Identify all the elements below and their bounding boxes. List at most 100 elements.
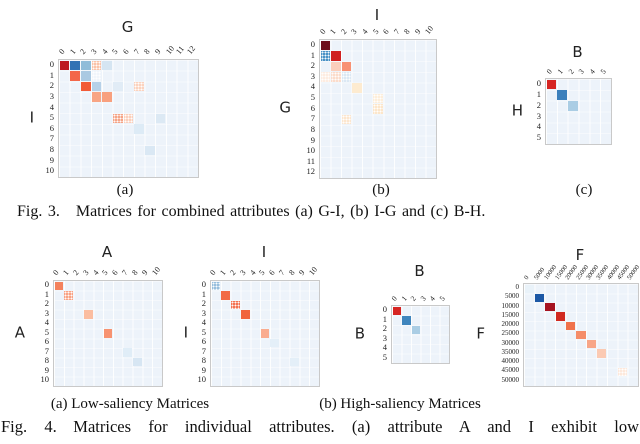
y-tick-label: 9: [49, 154, 54, 165]
matrix-cell: [331, 72, 341, 82]
y-tick-label: 1: [201, 288, 206, 299]
y-tick-label: 20000: [501, 320, 520, 329]
y-tick-label: 1: [310, 49, 315, 60]
y-tick-labels: 0 1 2 3 4 5 6 7 8 9 10: [14, 59, 55, 176]
matrix-cell: [103, 329, 113, 338]
x-tick-label: 2: [71, 268, 81, 277]
y-tick-label: 8: [49, 144, 54, 155]
matrix-cell: [586, 340, 597, 349]
matrix-cell: [145, 145, 155, 156]
matrix-cell: [260, 329, 270, 338]
matrix-plot: [523, 283, 639, 387]
x-tick-label: 1: [218, 268, 228, 277]
y-tick-label: 12: [306, 166, 316, 177]
y-tick-label: 11: [306, 155, 315, 166]
y-tick-label: 1: [536, 88, 541, 99]
y-tick-label: 2: [49, 80, 54, 91]
matrix-cell: [341, 72, 352, 82]
y-tick-label: 5: [382, 351, 387, 362]
matrix-cell: [270, 338, 280, 348]
matrix-cell: [352, 82, 362, 93]
subfigure-label-c: (c): [575, 182, 593, 198]
y-tick-label: 5: [201, 326, 206, 337]
x-tick-label: 6: [267, 268, 277, 277]
matrix-cell: [402, 316, 411, 325]
x-tick-label: 6: [121, 47, 131, 56]
matrix-cell: [80, 71, 91, 81]
y-tick-label: 10: [197, 374, 207, 385]
y-tick-label: 2: [44, 298, 49, 309]
y-tick-label: 4: [382, 342, 387, 352]
matrix-cell: [80, 81, 91, 92]
matrix-cell: [231, 300, 240, 310]
y-tick-label: 3: [201, 307, 206, 318]
y-tick-label: 3: [44, 307, 49, 318]
matrix-plot: [53, 280, 163, 387]
figure-4-caption: Fig. 4. Matrices for individual attribut…: [1, 417, 639, 436]
x-tick-label: 5: [100, 268, 111, 277]
matrix-cell: [133, 357, 142, 367]
matrix-cell: [59, 60, 70, 71]
matrix-cell: [546, 79, 557, 90]
matrix-plot: [210, 280, 320, 387]
y-axis-title: G: [279, 98, 291, 117]
x-tick-label: 9: [139, 268, 150, 277]
x-tick-label: 4: [247, 268, 258, 277]
matrix-cell: [83, 310, 93, 319]
matrix-cell: [112, 81, 123, 92]
x-tick-label: 10: [306, 265, 319, 277]
y-axis-title: H: [511, 101, 523, 119]
x-axis-title: B: [414, 262, 425, 280]
y-tick-label: 2: [201, 298, 206, 309]
matrix-cell: [565, 321, 576, 330]
matrix-cell: [331, 51, 341, 61]
subfigure-label-a: (a): [116, 182, 134, 198]
y-tick-label: 4: [201, 317, 206, 328]
matrix-cell: [617, 367, 628, 377]
heatmap-a-a: A A 0 1 2 3 4 5 6 7 8 9 10 0 1 2 3 4 5 6 7 8 9 10: [15, 245, 163, 387]
x-tick-label: 9: [412, 27, 423, 36]
matrix-cell: [102, 92, 112, 103]
x-tick-label: 5: [257, 268, 268, 277]
x-tick-label: 7: [120, 268, 130, 277]
y-tick-label: 6: [201, 336, 206, 347]
x-tick-label: 0: [56, 47, 67, 56]
x-tick-label: 4: [427, 293, 438, 303]
y-tick-label: 4: [536, 121, 541, 132]
y-axis-title: F: [476, 324, 485, 343]
y-tick-label: 4: [49, 101, 54, 112]
matrix-plot: [58, 59, 199, 178]
x-tick-label: 8: [142, 47, 152, 56]
y-tick-label: 7: [49, 133, 54, 144]
matrix-cell: [123, 348, 133, 357]
x-tick-label: 5: [598, 66, 608, 76]
y-axis-title: A: [14, 323, 25, 341]
matrix-cell: [91, 81, 102, 92]
matrix-cell: [211, 281, 221, 291]
y-tick-label: 0: [536, 78, 541, 88]
y-tick-label: 5: [536, 132, 541, 143]
x-tick-label: 3: [418, 293, 428, 303]
matrix-cell: [134, 81, 145, 92]
x-tick-label: 5: [110, 47, 120, 56]
x-tick-label: 12: [185, 44, 198, 56]
x-tick-label: 2: [566, 66, 576, 76]
y-tick-label: 7: [310, 113, 315, 124]
y-tick-label: 9: [44, 364, 49, 375]
figure-3-caption: Fig. 3. Matrices for combined attributes…: [17, 203, 486, 220]
matrix-cell: [557, 90, 568, 101]
x-axis-title: F: [575, 246, 585, 264]
y-tick-label: 2: [310, 60, 315, 71]
y-tick-label: 5: [44, 326, 49, 337]
x-tick-label: 3: [89, 47, 99, 56]
matrix-cell: [64, 291, 74, 300]
subfigure-label-b: (b): [372, 182, 390, 198]
x-tick-label: 0: [208, 268, 218, 277]
matrix-cell: [373, 104, 383, 114]
x-tick-label: 1: [67, 47, 78, 56]
y-tick-label: 0: [201, 279, 206, 289]
y-tick-label: 5000: [505, 292, 519, 301]
y-tick-label: 3: [310, 70, 315, 81]
y-tick-labels: 0 5000 10000 15000 20000 25000 30000 35000 40000…: [479, 283, 520, 385]
